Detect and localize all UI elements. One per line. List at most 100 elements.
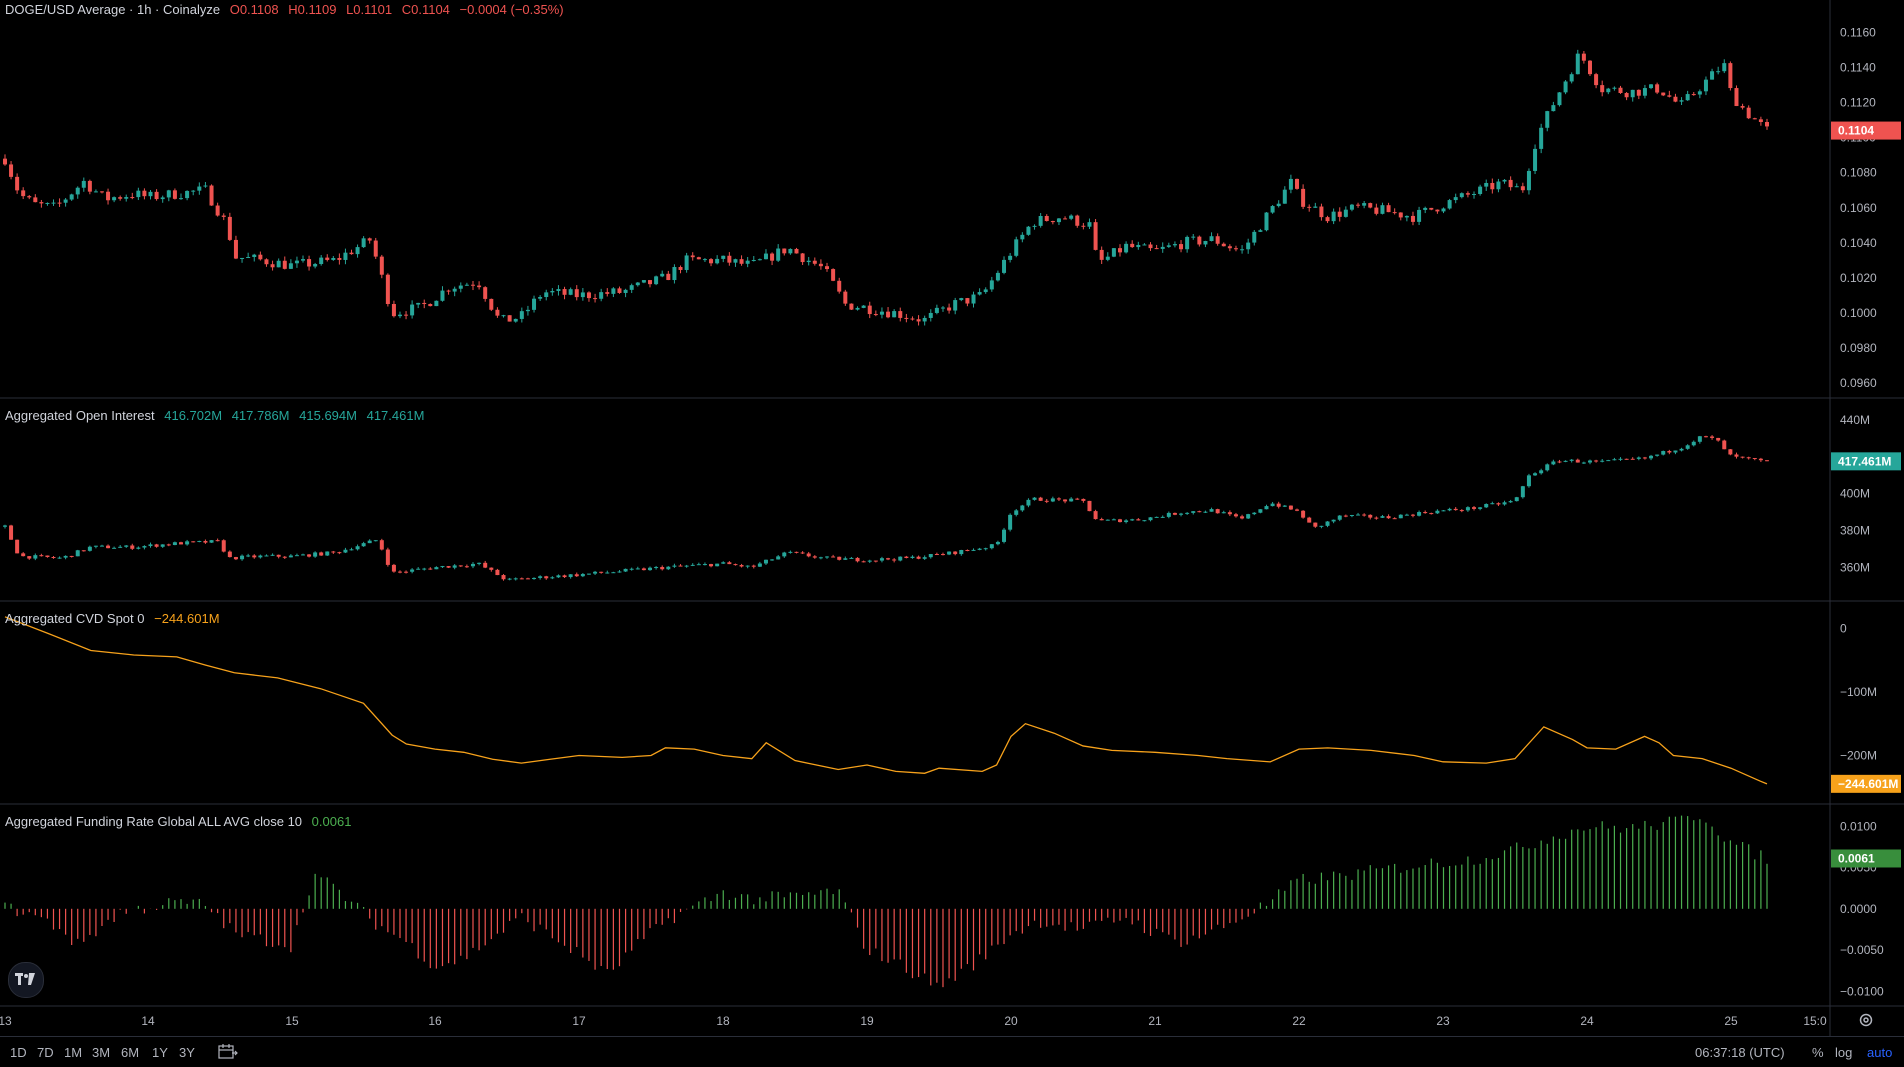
oi-candle-body <box>1203 511 1208 513</box>
price-candle-body <box>1148 244 1153 249</box>
price-candle-body <box>1099 249 1104 260</box>
price-candle-body <box>507 315 512 322</box>
oi-candle-body <box>635 568 640 570</box>
range-3m-button[interactable]: 3M <box>92 1045 111 1060</box>
oi-candle-body <box>276 554 281 557</box>
oi-candle-body <box>739 565 744 567</box>
price-candle-body <box>721 255 726 259</box>
oi-candle-body <box>934 554 939 556</box>
oi-candle-body <box>861 561 866 563</box>
price-candle-body <box>947 307 952 311</box>
range-3y-button[interactable]: 3Y <box>179 1045 195 1060</box>
oi-candle-body <box>971 549 976 551</box>
price-candle-body <box>544 292 549 298</box>
price-candle-body <box>57 202 62 204</box>
oi-candle-body <box>1429 513 1434 515</box>
oi-candle-body <box>470 563 475 567</box>
oi-candle-body <box>1716 437 1721 441</box>
oi-candle-body <box>325 551 330 556</box>
oi-candle-body <box>1502 502 1507 505</box>
oi-candle-body <box>172 542 177 546</box>
oi-candle-body <box>1105 519 1110 521</box>
oi-candle-body <box>1160 516 1165 518</box>
price-candle-body <box>715 258 720 264</box>
oi-candle-body <box>1667 451 1672 453</box>
oi-candle-body <box>337 552 342 554</box>
log-scale-toggle[interactable]: log <box>1835 1045 1853 1060</box>
price-candle-body <box>1484 182 1489 187</box>
price-candle-body <box>568 289 573 295</box>
date-range-calendar-icon[interactable] <box>218 1044 238 1063</box>
price-candle-body <box>1270 206 1275 213</box>
oi-candle-body <box>215 540 220 542</box>
range-7d-button[interactable]: 7D <box>37 1045 54 1060</box>
oi-candle-body <box>1032 497 1037 500</box>
range-1d-button[interactable]: 1D <box>10 1045 27 1060</box>
oi-candle-body <box>416 568 421 570</box>
oi-candle-body <box>1209 509 1214 512</box>
oi-y-tick-label: 440M <box>1840 413 1870 427</box>
oi-candle-body <box>240 555 245 560</box>
oi-candle-body <box>1258 509 1263 513</box>
price-candle-body <box>191 190 196 192</box>
price-candle-body <box>1349 204 1354 210</box>
price-candle-body <box>1630 89 1635 98</box>
funding-y-tick-label: 0.0100 <box>1840 819 1877 833</box>
oi-candle-body <box>825 556 830 558</box>
range-1y-button[interactable]: 1Y <box>152 1045 168 1060</box>
oi-candle-body <box>495 569 500 576</box>
x-tick-label: 17 <box>572 1014 586 1028</box>
oi-candle-body <box>1185 512 1190 514</box>
price-candle-body <box>696 257 701 260</box>
price-candle-body <box>629 285 634 290</box>
price-candle-body <box>666 273 671 281</box>
oi-candle-body <box>1465 507 1470 511</box>
price-candle-body <box>861 305 866 308</box>
oi-candle-body <box>1099 519 1104 521</box>
oi-candle-body <box>1673 450 1678 453</box>
oi-candle-body <box>1575 459 1580 463</box>
price-candle-body <box>940 307 945 309</box>
cvd-last-value-badge <box>1831 774 1901 793</box>
price-y-tick-label: 0.0960 <box>1840 376 1877 390</box>
price-candle-body <box>812 260 817 264</box>
oi-candle-body <box>458 565 463 567</box>
oi-candle-body <box>525 578 530 580</box>
oi-candle-body <box>1038 497 1043 501</box>
range-6m-button[interactable]: 6M <box>121 1045 140 1060</box>
oi-candle-body <box>1362 514 1367 516</box>
price-candle-body <box>240 257 245 259</box>
utc-clock[interactable]: 06:37:18 (UTC) <box>1695 1045 1785 1060</box>
price-candle-body <box>1642 88 1647 96</box>
price-candle-body <box>1514 186 1519 188</box>
oi-candle-body <box>1490 503 1495 505</box>
auto-scale-toggle[interactable]: auto <box>1867 1045 1893 1060</box>
price-candle-body <box>1038 216 1043 226</box>
settings-gear-icon[interactable] <box>1858 1012 1874 1028</box>
oi-candle-body <box>672 565 677 567</box>
price-candle-body <box>1423 207 1428 210</box>
price-candle-body <box>1252 231 1257 243</box>
oi-candle-body <box>580 574 585 577</box>
oi-candle-body <box>209 540 214 543</box>
percent-scale-toggle[interactable]: % <box>1812 1045 1824 1060</box>
oi-candle-body <box>331 551 336 553</box>
oi-candle-body <box>1581 462 1586 464</box>
range-1m-button[interactable]: 1M <box>64 1045 83 1060</box>
oi-candle-body <box>1533 473 1538 476</box>
price-candle-body <box>1276 203 1281 207</box>
price-candle-body <box>1569 74 1574 82</box>
tradingview-logo-icon[interactable] <box>8 962 44 998</box>
oi-candle-body <box>319 552 324 556</box>
price-candle-body <box>1612 87 1617 89</box>
price-candle-body <box>886 311 891 318</box>
price-candle-body <box>611 288 616 294</box>
oi-candle-body <box>1008 514 1013 530</box>
price-candle-body <box>1722 63 1727 72</box>
oi-candle-body <box>203 540 208 543</box>
price-y-tick-label: 0.1000 <box>1840 306 1877 320</box>
price-y-tick-label: 0.1080 <box>1840 166 1877 180</box>
price-candle-body <box>21 190 26 197</box>
cvd-y-tick-label: −100M <box>1840 685 1877 699</box>
